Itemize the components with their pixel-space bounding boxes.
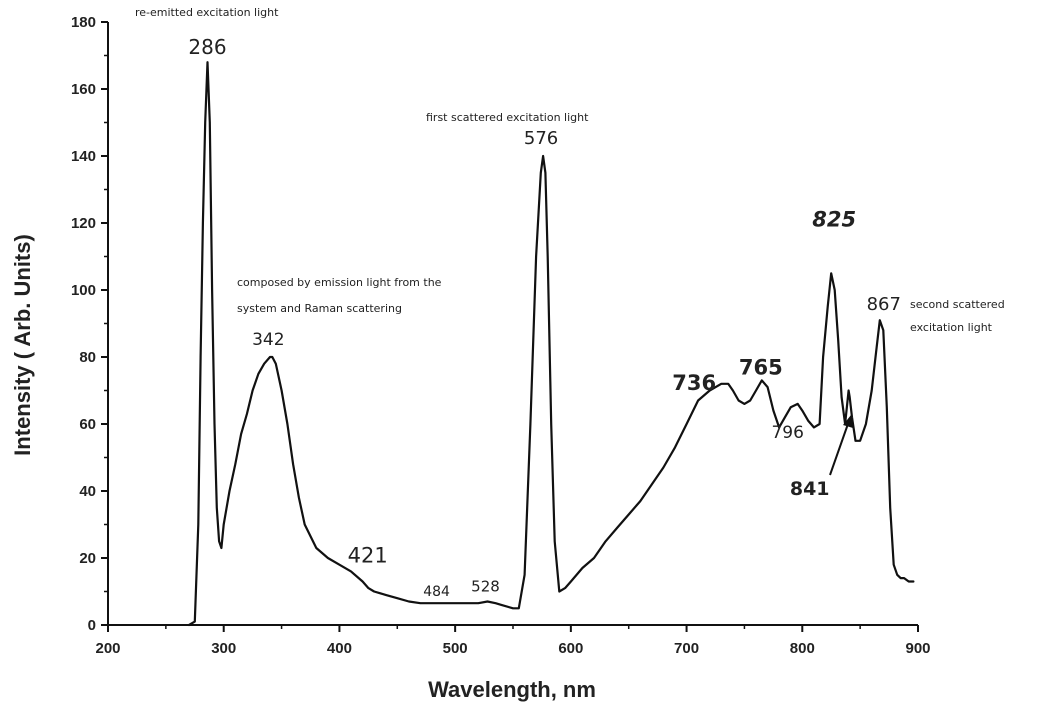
y-tick-label: 0 (88, 617, 96, 634)
peak-label-286: 286 (188, 35, 226, 59)
x-tick-label: 800 (790, 640, 815, 657)
arrow-head-icon (843, 415, 853, 428)
annotation-re-emitted: re-emitted excitation light (135, 6, 279, 19)
x-tick-label: 300 (211, 640, 236, 657)
x-tick-label: 900 (905, 640, 930, 657)
peak-label-528: 528 (471, 578, 500, 596)
y-tick-label: 40 (79, 483, 96, 500)
peak-label-421: 421 (348, 543, 388, 567)
annotation-second-line1: second scattered (910, 298, 1005, 311)
annotation-arrow-841 (829, 420, 850, 476)
y-tick-label: 180 (71, 14, 96, 31)
y-tick-label: 140 (71, 148, 96, 165)
annotation-first-scattered: first scattered excitation light (426, 111, 589, 124)
peak-label-796: 796 (771, 423, 803, 443)
x-axis-title: Wavelength, nm (428, 677, 596, 702)
y-tick-label: 60 (79, 416, 96, 433)
y-tick-label: 20 (79, 550, 96, 567)
y-tick-label: 80 (79, 349, 96, 366)
peak-label-342: 342 (252, 330, 284, 350)
y-tick-label: 100 (71, 282, 96, 299)
x-tick-label: 200 (95, 640, 120, 657)
y-tick-label: 160 (71, 81, 96, 98)
x-tick-label: 500 (443, 640, 468, 657)
y-axis-title: Intensity ( Arb. Units) (10, 234, 35, 456)
y-axis: 0 20 40 60 80 100 120 140 160 180 (71, 14, 109, 634)
peak-labels: 286 342 421 484 528 576 736 765 796 825 841 867 (188, 35, 901, 600)
peak-label-867: 867 (867, 294, 901, 315)
x-tick-label: 600 (558, 640, 583, 657)
x-tick-label: 700 (674, 640, 699, 657)
peak-label-825: 825 (812, 207, 856, 231)
spectrum-series-line (187, 61, 915, 627)
x-axis: 200 300 400 500 600 700 800 900 (95, 624, 931, 657)
annotation-composed-line2: system and Raman scattering (237, 302, 402, 315)
peak-label-576: 576 (524, 128, 558, 149)
peak-label-765: 765 (739, 355, 783, 379)
x-tick-label: 400 (327, 640, 352, 657)
peak-label-736: 736 (672, 371, 716, 395)
annotation-second-line2: excitation light (910, 321, 993, 334)
annotation-composed-line1: composed by emission light from the (237, 276, 442, 289)
y-tick-label: 120 (71, 215, 96, 232)
peak-label-841: 841 (790, 478, 830, 500)
peak-label-484: 484 (423, 584, 450, 600)
